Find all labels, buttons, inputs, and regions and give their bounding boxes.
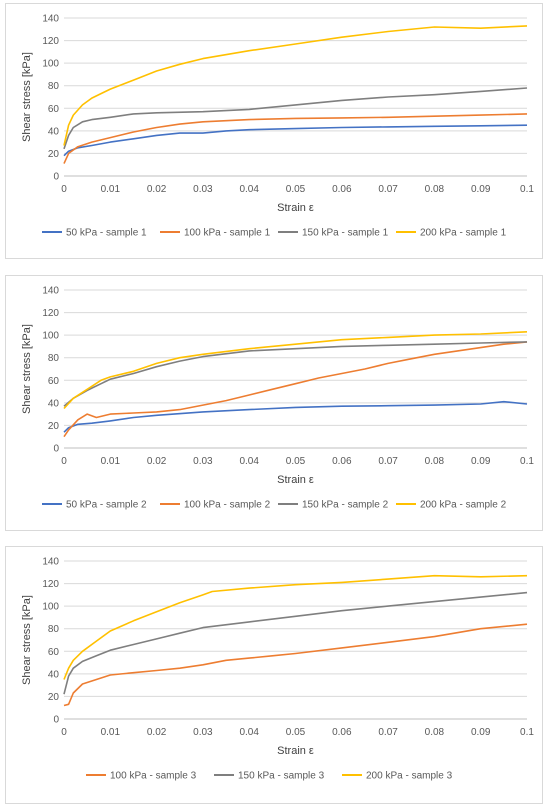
x-tick-label: 0.02 [147, 184, 167, 195]
x-tick-label: 0 [61, 456, 67, 467]
series-line-1 [63, 400, 528, 433]
legend-label-3: 150 kPa - sample 2 [302, 500, 389, 511]
x-tick-label: 0.01 [101, 456, 121, 467]
y-axis-title: Shear stress [kPa] [21, 52, 33, 142]
x-tick-label: 0.04 [239, 727, 259, 738]
chart-panel-1: 0 20 40 60 80 100 120 140 0 0.01 0.02 0.03 0.04 0.05 0… [5, 3, 543, 259]
legend-label-2: 150 kPa - sample 3 [238, 771, 325, 782]
series-line-1 [63, 124, 528, 157]
series-line-2 [63, 113, 528, 164]
x-tick-label: 0.02 [147, 456, 167, 467]
legend-label-1: 100 kPa - sample 3 [110, 771, 197, 782]
y-tick-label: 0 [53, 444, 59, 455]
y-tick-label: 80 [48, 624, 60, 635]
chart-panel-3: 0 20 40 60 80 100 120 140 0 0.01 0.02 0.03 0.04 0.05 0… [5, 546, 543, 804]
y-axis-title: Shear stress [kPa] [21, 324, 33, 414]
y-tick-label: 120 [42, 36, 59, 47]
x-tick-label: 0.08 [425, 184, 445, 195]
x-tick-label: 0.08 [425, 727, 445, 738]
x-tick-label: 0.04 [239, 184, 259, 195]
y-tick-label: 140 [42, 286, 59, 297]
x-tick-label: 0.06 [332, 456, 352, 467]
x-tick-label: 0.07 [378, 727, 398, 738]
y-tick-label: 140 [42, 14, 59, 25]
series-line-3 [63, 341, 528, 407]
x-tick-label: 0.05 [286, 184, 306, 195]
y-tick-label: 100 [42, 602, 59, 613]
legend-label-4: 200 kPa - sample 2 [420, 500, 507, 511]
y-tick-label: 60 [48, 647, 60, 658]
y-tick-label: 100 [42, 59, 59, 70]
x-tick-label: 0.09 [471, 456, 491, 467]
legend-label-2: 100 kPa - sample 1 [184, 228, 271, 239]
y-tick-label: 60 [48, 104, 60, 115]
legend-label-4: 200 kPa - sample 1 [420, 228, 507, 239]
x-tick-label: 0.02 [147, 727, 167, 738]
y-axis-title: Shear stress [kPa] [21, 595, 33, 685]
y-tick-label: 80 [48, 81, 60, 92]
series-line-2 [63, 591, 528, 695]
x-tick-label: 0.05 [286, 456, 306, 467]
y-tick-label: 80 [48, 353, 60, 364]
series-line-2 [63, 341, 528, 438]
x-tick-label: 0.05 [286, 727, 306, 738]
x-tick-label: 0.04 [239, 456, 259, 467]
series-line-1 [63, 623, 528, 707]
x-tick-label: 0.08 [425, 456, 445, 467]
x-tick-label: 0.03 [193, 727, 213, 738]
legend-label-2: 100 kPa - sample 2 [184, 500, 271, 511]
chart-panel-2: 0 20 40 60 80 100 120 140 0 0.01 0.02 0.03 0.04 0.05 0… [5, 275, 543, 531]
x-tick-label: 0.09 [471, 727, 491, 738]
x-axis-title: Strain ε [277, 202, 314, 214]
y-tick-label: 100 [42, 331, 59, 342]
legend-label-1: 50 kPa - sample 1 [66, 228, 147, 239]
legend-label-3: 150 kPa - sample 1 [302, 228, 389, 239]
x-axis-title: Strain ε [277, 745, 314, 757]
series-line-4 [63, 25, 528, 146]
legend-label-3: 200 kPa - sample 3 [366, 771, 453, 782]
x-tick-label: 0 [61, 727, 67, 738]
series-line-4 [63, 331, 528, 410]
x-tick-label: 0.01 [101, 184, 121, 195]
x-tick-label: 0.09 [471, 184, 491, 195]
chart-3: 0 20 40 60 80 100 120 140 0 0.01 0.02 0.03 0.04 0.05 0… [21, 557, 534, 782]
x-tick-label: 0 [61, 184, 67, 195]
y-tick-label: 120 [42, 579, 59, 590]
y-tick-label: 40 [48, 126, 60, 137]
legend-label-1: 50 kPa - sample 2 [66, 500, 147, 511]
x-tick-label: 0.06 [332, 727, 352, 738]
y-tick-label: 20 [48, 149, 60, 160]
y-tick-label: 120 [42, 308, 59, 319]
y-tick-label: 40 [48, 398, 60, 409]
y-tick-label: 20 [48, 421, 60, 432]
series-line-3 [63, 574, 528, 680]
y-tick-label: 0 [53, 172, 59, 183]
x-tick-label: 0.01 [101, 727, 121, 738]
chart-1: 0 20 40 60 80 100 120 140 0 0.01 0.02 0.03 0.04 0.05 0… [21, 14, 534, 239]
x-tick-label: 0.1 [520, 456, 534, 467]
x-tick-label: 0.07 [378, 456, 398, 467]
x-tick-label: 0.03 [193, 456, 213, 467]
y-tick-label: 20 [48, 692, 60, 703]
x-tick-label: 0.06 [332, 184, 352, 195]
y-tick-label: 60 [48, 376, 60, 387]
x-tick-label: 0.03 [193, 184, 213, 195]
y-tick-label: 0 [53, 715, 59, 726]
x-tick-label: 0.07 [378, 184, 398, 195]
y-tick-label: 140 [42, 557, 59, 568]
x-tick-label: 0.1 [520, 184, 534, 195]
chart-2: 0 20 40 60 80 100 120 140 0 0.01 0.02 0.03 0.04 0.05 0… [21, 286, 534, 511]
series-line-3 [63, 87, 528, 150]
y-tick-label: 40 [48, 669, 60, 680]
x-axis-title: Strain ε [277, 474, 314, 486]
x-tick-label: 0.1 [520, 727, 534, 738]
